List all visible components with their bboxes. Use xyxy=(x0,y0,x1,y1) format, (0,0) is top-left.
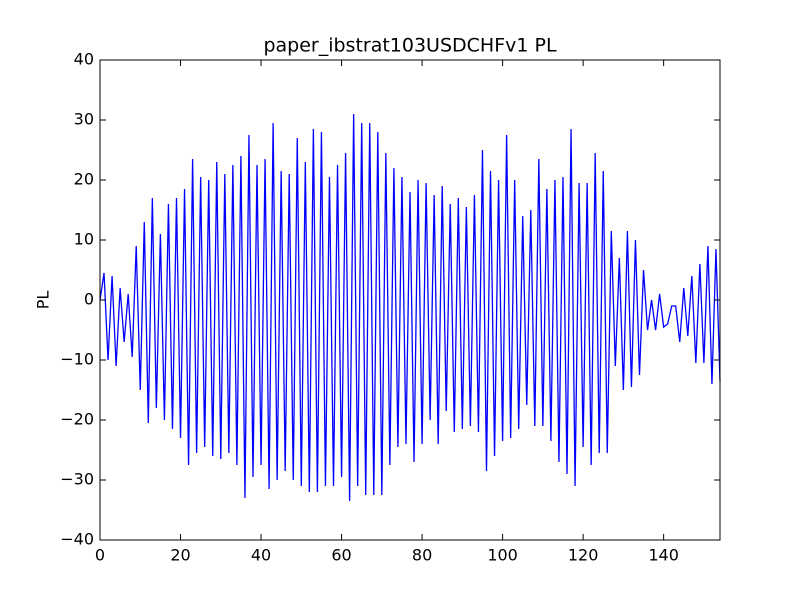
y-tick-label: 0 xyxy=(84,290,94,309)
x-tick-label: 0 xyxy=(95,546,105,565)
y-tick-label: 30 xyxy=(74,110,94,129)
y-tick-label: −40 xyxy=(60,530,94,549)
x-tick-label: 140 xyxy=(648,546,679,565)
x-tick-label: 120 xyxy=(568,546,599,565)
data-line xyxy=(99,113,721,502)
y-tick-label: 20 xyxy=(74,170,94,189)
y-tick-label: −20 xyxy=(60,410,94,429)
y-axis-label: PL xyxy=(34,291,53,310)
x-tick-label: 20 xyxy=(170,546,190,565)
y-tick-label: 10 xyxy=(74,230,94,249)
x-tick-label: 80 xyxy=(412,546,432,565)
y-tick-label: −10 xyxy=(60,350,94,369)
y-tick-label: −30 xyxy=(60,470,94,489)
y-tick-label: 40 xyxy=(74,50,94,69)
chart-title: paper_ibstrat103USDCHFv1 PL xyxy=(263,35,557,57)
x-tick-label: 40 xyxy=(251,546,271,565)
x-tick-label: 60 xyxy=(331,546,351,565)
x-tick-label: 100 xyxy=(487,546,518,565)
